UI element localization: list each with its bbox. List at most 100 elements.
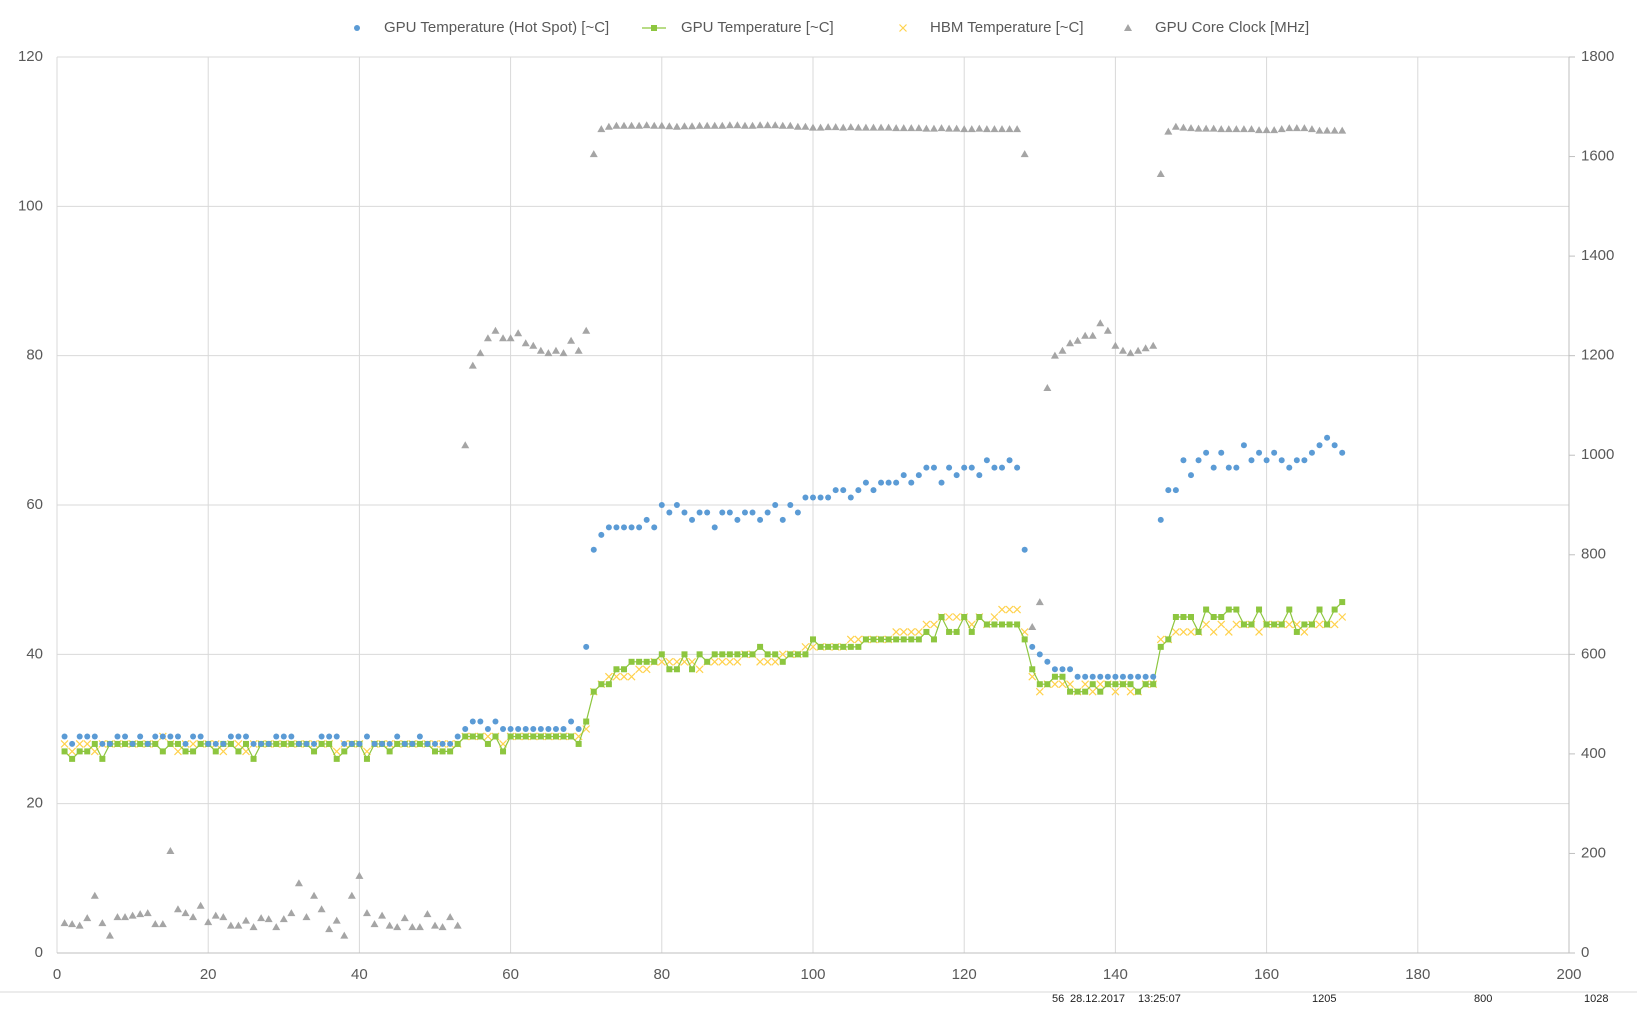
point — [136, 910, 145, 918]
point — [84, 748, 91, 755]
point — [764, 509, 771, 516]
y2-tick-label: 0 — [1581, 944, 1589, 961]
point — [227, 740, 234, 747]
point — [922, 124, 931, 132]
point — [559, 349, 568, 357]
point — [695, 121, 704, 129]
point — [1210, 464, 1217, 471]
point — [590, 688, 597, 695]
point — [272, 923, 281, 931]
point — [530, 733, 537, 740]
point — [69, 740, 76, 747]
y2-tick-label: 1600 — [1581, 148, 1614, 165]
point — [665, 122, 674, 130]
point — [832, 487, 839, 494]
point — [779, 658, 786, 665]
point — [1112, 681, 1119, 688]
point — [1165, 487, 1172, 494]
point — [355, 871, 364, 879]
point — [779, 516, 786, 523]
point — [507, 726, 514, 732]
point — [900, 472, 907, 479]
point — [869, 123, 878, 131]
point — [1316, 442, 1323, 449]
cell: 1028 — [1584, 993, 1608, 1004]
point — [1013, 125, 1022, 133]
point — [167, 740, 174, 747]
point — [1255, 628, 1263, 636]
point — [998, 605, 1006, 614]
point — [468, 361, 477, 369]
point — [983, 621, 990, 628]
point — [1263, 457, 1270, 464]
point — [227, 733, 234, 740]
point — [726, 651, 733, 658]
point — [884, 123, 893, 131]
point — [492, 733, 499, 740]
point — [938, 479, 945, 486]
point — [628, 658, 635, 665]
point — [522, 726, 529, 732]
point — [462, 726, 469, 732]
x-tick-label: 100 — [800, 966, 825, 983]
point — [333, 755, 340, 762]
point — [734, 651, 741, 658]
point — [226, 921, 235, 929]
point — [1142, 673, 1149, 680]
point — [1239, 125, 1248, 133]
point — [1014, 621, 1021, 628]
point — [643, 658, 650, 665]
y2-tick-label: 1000 — [1581, 446, 1614, 463]
point — [1020, 150, 1029, 158]
point — [605, 681, 612, 688]
point — [219, 747, 228, 756]
point — [1150, 673, 1157, 680]
point — [681, 651, 688, 658]
point — [1232, 125, 1241, 133]
point — [778, 121, 787, 129]
point — [741, 651, 748, 658]
point — [885, 479, 892, 486]
point — [976, 472, 983, 479]
point — [1126, 687, 1135, 696]
point — [1089, 673, 1096, 680]
point — [1301, 457, 1308, 464]
point — [1218, 449, 1225, 456]
point — [91, 740, 98, 747]
point — [787, 651, 794, 658]
point — [122, 733, 129, 740]
point — [159, 733, 166, 740]
point — [1270, 126, 1279, 134]
y2-tick-label: 200 — [1581, 844, 1606, 861]
point — [855, 643, 862, 650]
point — [544, 349, 553, 357]
point — [1188, 472, 1194, 479]
point — [447, 748, 454, 755]
point — [303, 740, 310, 747]
point — [114, 733, 121, 740]
point — [810, 636, 816, 643]
series — [60, 121, 1347, 939]
point — [1240, 621, 1247, 628]
point — [302, 913, 311, 921]
point — [530, 726, 537, 732]
point — [356, 740, 363, 747]
point — [318, 740, 325, 747]
point — [536, 346, 545, 354]
point — [114, 740, 121, 747]
point — [719, 651, 726, 658]
point — [839, 123, 848, 131]
point — [61, 733, 68, 740]
y2-tick-label: 1800 — [1581, 48, 1614, 65]
point — [620, 672, 628, 681]
point — [371, 740, 378, 747]
point — [598, 681, 605, 688]
point — [560, 726, 567, 732]
point — [847, 643, 854, 650]
point — [816, 123, 825, 131]
point — [257, 914, 266, 922]
x-tick-label: 180 — [1405, 966, 1430, 983]
point — [341, 740, 348, 747]
point — [787, 502, 794, 508]
point — [695, 665, 704, 674]
